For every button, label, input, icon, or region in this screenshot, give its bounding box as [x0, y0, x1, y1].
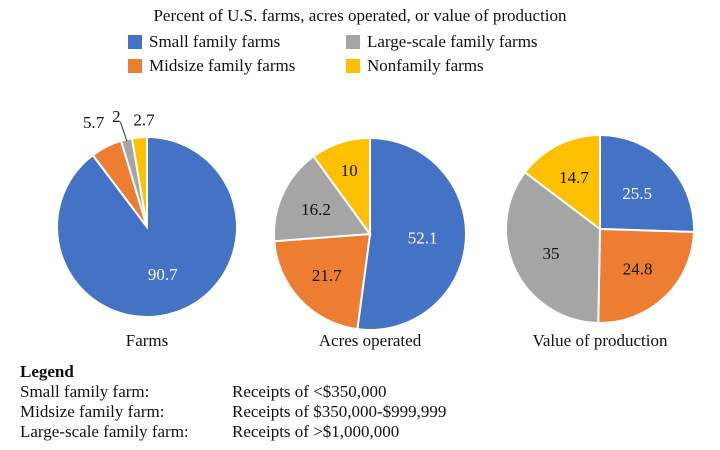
pie-slice [130, 135, 148, 228]
definition-row: Large-scale family farm: Receipts of >$1,… [20, 422, 446, 442]
data-label: 24.8 [623, 260, 653, 279]
data-label: 2.7 [133, 110, 155, 129]
legend-label: Midsize family farms [149, 56, 296, 75]
pie-slice [597, 227, 695, 324]
legend-swatch [346, 35, 360, 49]
pie-slice [523, 133, 601, 232]
legend-label: Large-scale family farms [367, 32, 538, 51]
legend-label: Nonfamily farms [367, 56, 484, 75]
legend-swatch [346, 59, 360, 73]
data-label: 90.7 [148, 265, 178, 284]
legend-item-nonfamily: Nonfamily farms [346, 56, 484, 76]
data-label: 2 [112, 107, 121, 126]
definitions-heading: Legend [20, 362, 74, 381]
legend-item-small: Small family farms [128, 32, 280, 52]
pie-slice [599, 133, 695, 233]
definition: Receipts of <$350,000 [232, 382, 387, 401]
pie-category-label: Value of production [532, 331, 668, 350]
legend-item-midsize: Midsize family farms [128, 56, 295, 76]
definitions-legend: Legend Small family farm: Receipts of <$3… [20, 362, 446, 442]
leader-line [119, 121, 128, 142]
data-label: 52.1 [408, 228, 438, 247]
pie-slice [273, 232, 372, 331]
pie-slice [312, 136, 371, 238]
data-label: 21.7 [312, 266, 342, 285]
definition-row: Midsize family farm: Receipts of $350,000… [20, 402, 446, 422]
pie-category-label: Acres operated [319, 331, 422, 350]
pie-category-label: Farms [126, 331, 169, 350]
pie-slice [273, 154, 372, 243]
definition-row: Small family farm: Receipts of <$350,000 [20, 382, 446, 402]
data-label: 35 [542, 244, 559, 263]
legend-swatch [128, 35, 142, 49]
legend-label: Small family farms [149, 32, 281, 51]
term: Small family farm: [20, 382, 150, 401]
pie-slice [505, 170, 602, 325]
chart-title: Percent of U.S. farms, acres operated, o… [153, 6, 567, 25]
pie-slice [356, 136, 467, 331]
term: Large-scale family farm: [20, 422, 189, 441]
data-label: 10 [341, 161, 358, 180]
data-label: 5.7 [83, 113, 105, 132]
data-label: 14.7 [559, 168, 589, 187]
definition: Receipts of $350,000-$999,999 [232, 402, 447, 421]
data-label: 25.5 [622, 184, 652, 203]
legend-swatch [128, 59, 142, 73]
legend-item-large: Large-scale family farms [346, 32, 538, 52]
data-label: 16.2 [301, 200, 331, 219]
term: Midsize family farm: [20, 402, 165, 421]
definition: Receipts of >$1,000,000 [232, 422, 400, 441]
